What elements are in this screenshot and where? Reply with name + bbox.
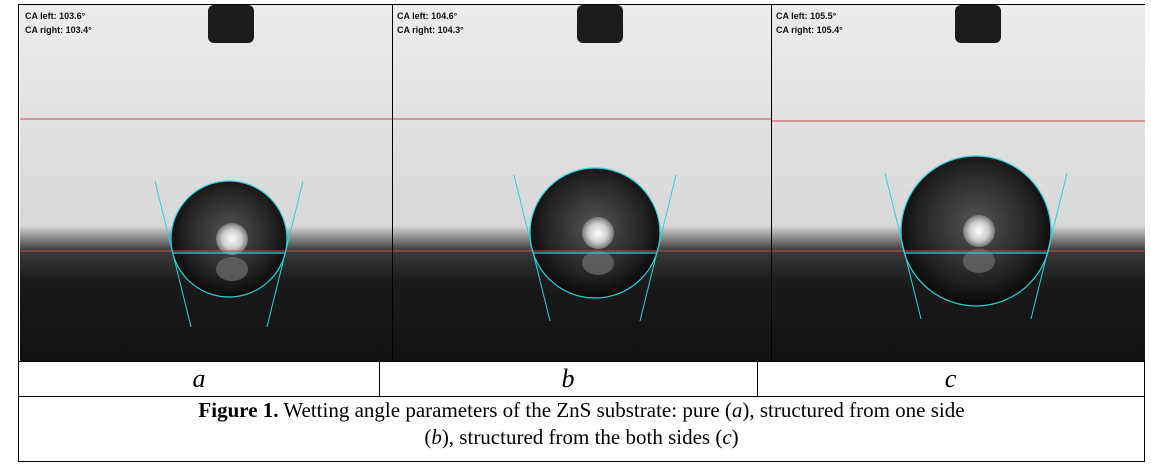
separator — [771, 5, 772, 361]
contact-angle-text: CA left: 104.6° — [397, 11, 457, 21]
droplet-image: CA left: 103.6° CA right: 103.4° — [20, 5, 392, 361]
panel-label: a — [19, 362, 379, 396]
figure: CA left: 103.6° CA right: 103.4° CA left:… — [18, 4, 1145, 462]
caption-text: ) — [732, 425, 739, 449]
highlight — [216, 257, 248, 281]
caption-text: a — [732, 398, 743, 422]
highlight — [216, 223, 248, 255]
panel-label: b — [379, 362, 757, 396]
image — [771, 5, 1145, 361]
highlight — [582, 217, 614, 249]
caption-text: b — [431, 425, 442, 449]
droplet-image: CA left: 104.6° CA right: 104.3° — [392, 5, 771, 361]
caption-text: ), structured from the both sides ( — [442, 425, 723, 449]
panel-label: c — [757, 362, 1144, 396]
caption-text: ), structured from one side — [742, 398, 964, 422]
image — [20, 5, 392, 361]
caption-label: Figure 1. — [198, 398, 278, 422]
contact-angle-text: CA right: 104.3° — [397, 25, 464, 35]
background — [20, 5, 392, 361]
separator — [392, 5, 393, 361]
contact-angle-text: CA left: 105.5° — [776, 11, 836, 21]
caption: Figure 1. Wetting angle parameters of th… — [19, 397, 1144, 451]
needle — [577, 5, 623, 43]
highlight — [963, 215, 995, 247]
label-row: a b c — [19, 361, 1144, 397]
image — [392, 5, 771, 361]
contact-angle-text: CA right: 105.4° — [776, 25, 843, 35]
needle — [955, 5, 1001, 43]
highlight — [582, 251, 614, 275]
caption-text: Wetting angle parameters of the ZnS subs… — [279, 398, 732, 422]
image-row: CA left: 103.6° CA right: 103.4° CA left:… — [20, 5, 1145, 361]
droplet-image: CA left: 105.5° CA right: 105.4° — [771, 5, 1145, 361]
needle — [208, 5, 254, 43]
contact-angle-text: CA right: 103.4° — [25, 25, 92, 35]
caption-text: c — [722, 425, 731, 449]
contact-angle-text: CA left: 103.6° — [25, 11, 85, 21]
